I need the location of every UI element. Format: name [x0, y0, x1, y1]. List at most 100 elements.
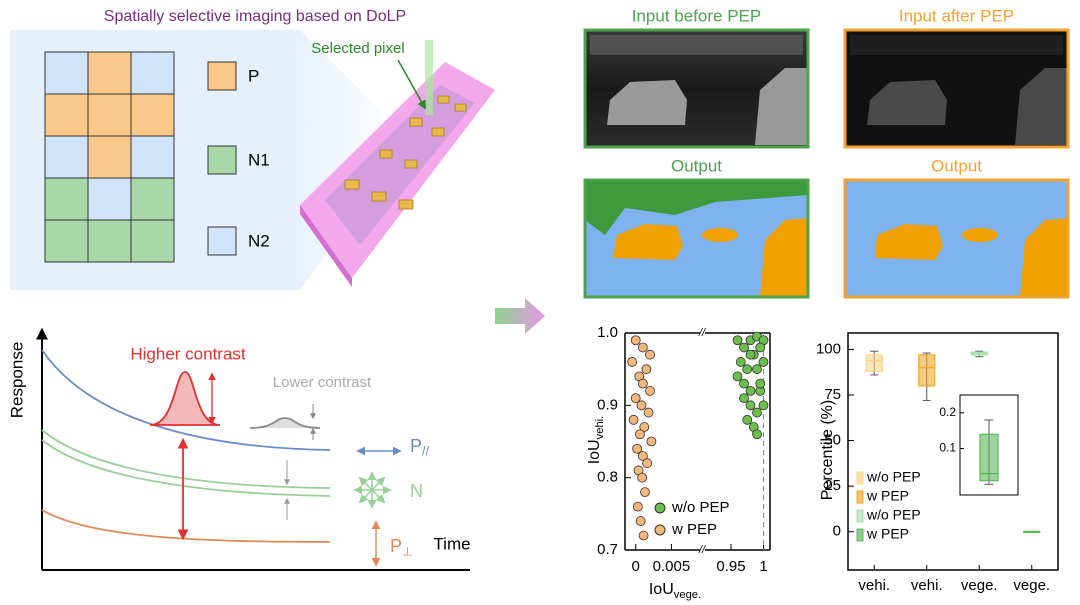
- box: [918, 354, 936, 387]
- curve-label-sub: ⊥: [402, 545, 413, 559]
- x-label-sub: vege.: [674, 589, 701, 601]
- y-tick-label: 0.8: [597, 469, 618, 486]
- y-tick-label: 0.9: [597, 396, 618, 413]
- pixel-cell: [130, 177, 175, 221]
- legend-label: w/o PEP: [671, 499, 730, 516]
- pixel-cell: [44, 135, 89, 179]
- image-title: Output: [671, 156, 722, 175]
- pixel-cell: [87, 177, 132, 221]
- image-title: Input after PEP: [899, 6, 1014, 25]
- image-frame: [843, 178, 1070, 299]
- legend-swatch: [207, 145, 237, 175]
- pixel-cell: [44, 219, 89, 263]
- y-tick-label: 1.0: [597, 324, 618, 341]
- axis-break: //: [698, 544, 706, 556]
- axis-break: //: [698, 327, 706, 339]
- x-label-main: IoU: [649, 581, 674, 598]
- x-tick-label: 0.005: [653, 558, 691, 575]
- plot-frame: [847, 332, 1059, 571]
- x-tick-label: 0.95: [716, 558, 745, 575]
- image-title: Output: [931, 156, 982, 175]
- y-label: IoUvehi.: [586, 416, 606, 465]
- legend-marker: [654, 524, 666, 536]
- point: [735, 357, 746, 367]
- image-frame: [843, 28, 1070, 149]
- higher-label: Higher contrast: [130, 344, 246, 363]
- y-label: Percentile (%): [819, 400, 836, 500]
- trees: [590, 35, 803, 55]
- low-peak: [249, 417, 321, 429]
- car: [1015, 68, 1068, 145]
- image: [843, 178, 1070, 299]
- y-label-main: IoU: [586, 439, 603, 464]
- curve-label-main: P: [390, 536, 402, 556]
- y-label-sub: vehi.: [594, 416, 606, 440]
- x-tick-label: vehi.: [911, 577, 943, 594]
- pixel-cell: [87, 135, 132, 179]
- image-frame: [583, 178, 810, 299]
- x-tick-label: vege.: [1013, 577, 1050, 594]
- flow-arrow: [495, 298, 545, 334]
- y-label: Response: [7, 342, 26, 419]
- device-side: [300, 205, 352, 287]
- point: [632, 501, 643, 512]
- high-peak: [149, 371, 221, 426]
- point: [638, 530, 649, 541]
- panel-title: Spatially selective imaging based on DoL…: [104, 8, 406, 25]
- curve-label-main: N: [410, 481, 423, 501]
- trees: [850, 35, 1063, 55]
- callout: Selected pixel: [311, 40, 404, 57]
- curve-label-sub: //: [422, 445, 429, 459]
- point: [745, 385, 756, 396]
- legend-marker: [654, 502, 666, 514]
- point: [755, 342, 766, 353]
- curve-label-main: P: [410, 436, 422, 456]
- point: [732, 335, 743, 346]
- point: [758, 357, 769, 367]
- car: [867, 80, 947, 125]
- legend-swatch: [856, 509, 864, 523]
- point: [739, 378, 749, 389]
- point: [742, 414, 753, 425]
- car: [607, 80, 687, 125]
- vehicle: [760, 218, 808, 297]
- curve-perp: [41, 509, 331, 543]
- inset-tick-label: 0.1: [939, 441, 956, 455]
- curve-label: N: [410, 481, 423, 501]
- point: [641, 364, 652, 375]
- y-tick-label: 50: [824, 432, 841, 449]
- y-tick-label: 100: [816, 340, 841, 357]
- y-tick-label: 75: [824, 386, 841, 403]
- curve-label: P//: [410, 436, 430, 459]
- pixel-cell: [130, 135, 175, 179]
- point: [640, 487, 650, 498]
- image: [583, 28, 810, 149]
- inset-tick-label: 0.2: [939, 405, 956, 419]
- point: [739, 342, 749, 353]
- image-frame: [583, 28, 810, 149]
- legend-label: w PEP: [671, 521, 717, 538]
- point: [755, 378, 766, 389]
- point: [745, 400, 756, 411]
- curve-label: P⊥: [390, 536, 413, 559]
- callout-arrow: [397, 59, 426, 110]
- image: [843, 28, 1070, 149]
- image-title: Input before PEP: [632, 6, 761, 25]
- pixel-cell: [44, 177, 89, 221]
- car: [755, 68, 808, 145]
- legend-label: w/o PEP: [866, 507, 921, 523]
- point: [635, 516, 646, 526]
- legend-swatch: [856, 471, 864, 485]
- point: [732, 371, 743, 382]
- inset-box: [979, 433, 999, 482]
- legend-label: w/o PEP: [866, 469, 921, 485]
- point: [637, 451, 648, 461]
- point: [745, 349, 756, 360]
- vehicle: [962, 228, 998, 242]
- legend-label: N1: [248, 150, 270, 169]
- legend-label: w PEP: [866, 526, 909, 542]
- point: [752, 429, 762, 440]
- point: [643, 407, 654, 418]
- point: [752, 407, 762, 418]
